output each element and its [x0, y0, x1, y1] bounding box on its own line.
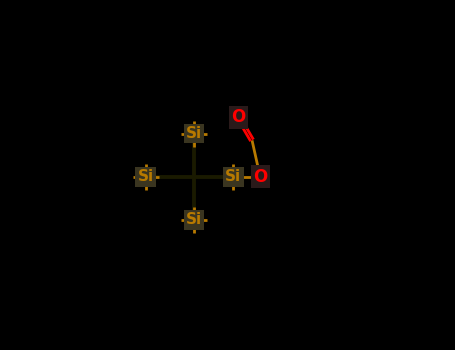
Text: Si: Si [225, 169, 241, 184]
Text: Si: Si [186, 126, 202, 141]
Text: O: O [253, 168, 267, 186]
Text: Si: Si [137, 169, 154, 184]
Text: O: O [232, 108, 246, 126]
Text: Si: Si [186, 212, 202, 228]
